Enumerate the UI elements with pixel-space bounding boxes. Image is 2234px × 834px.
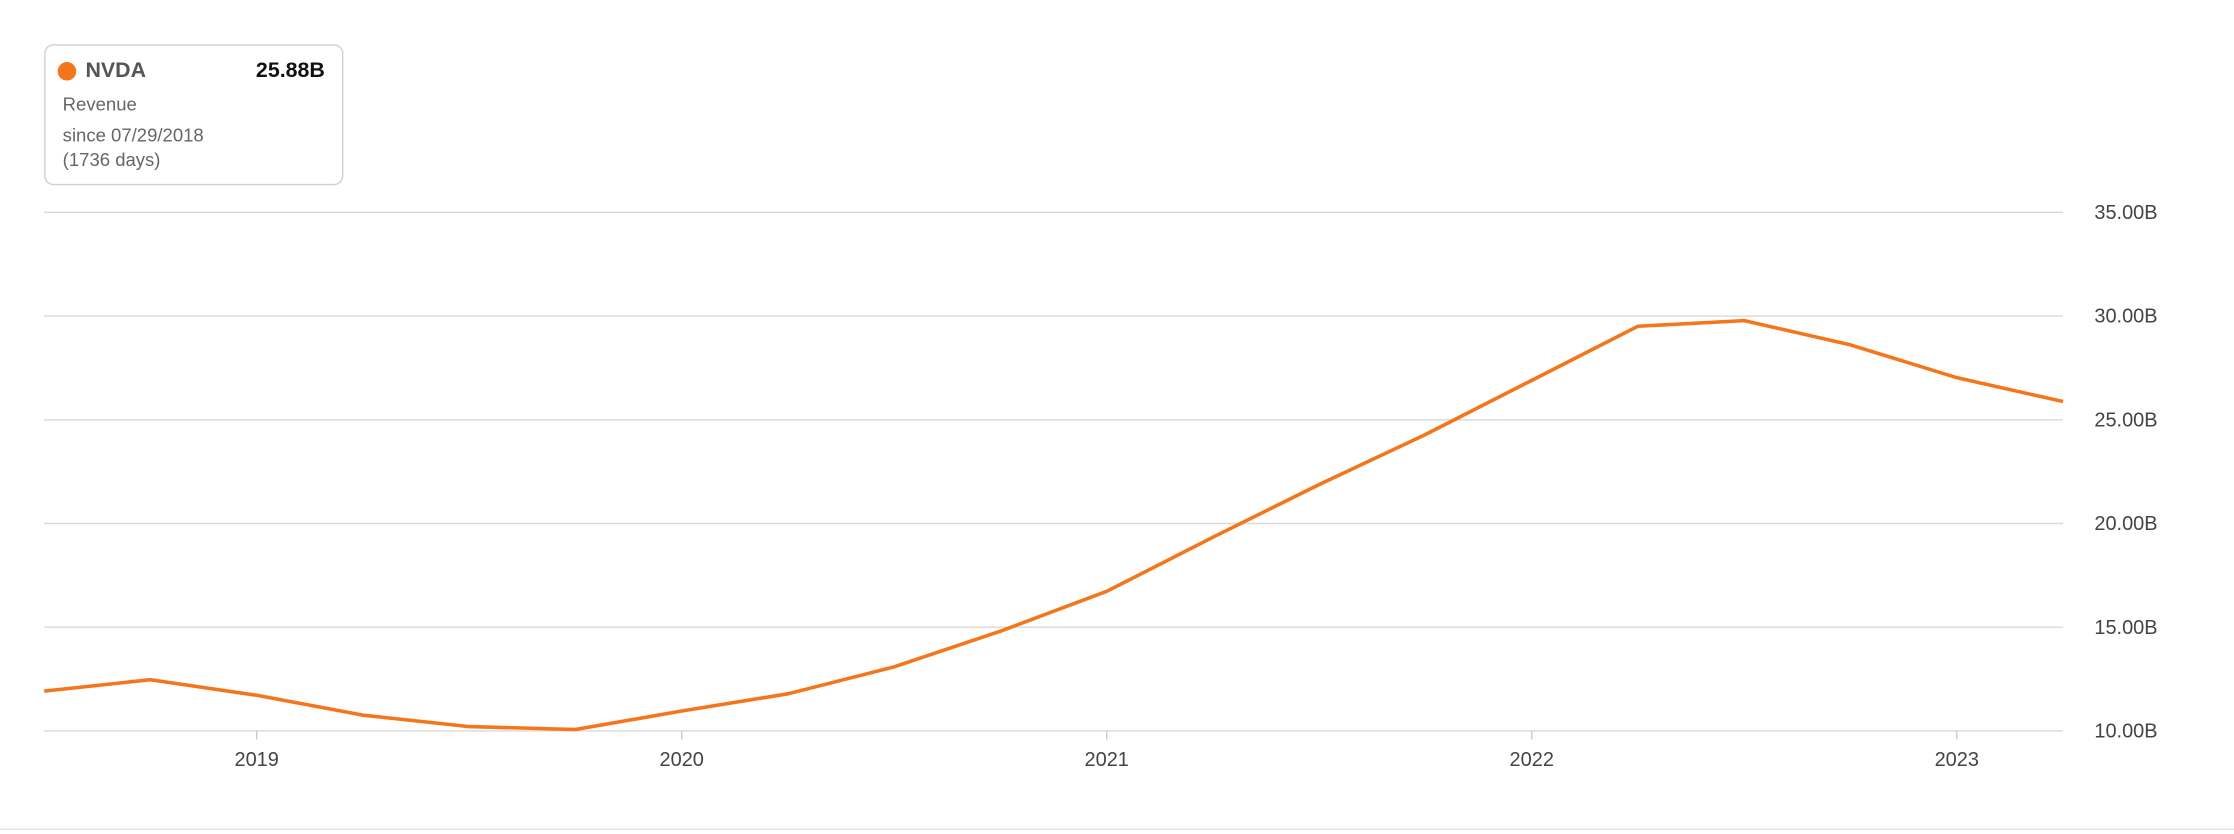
tooltip-box (44, 44, 344, 186)
tooltip-value: 25.88B (256, 58, 325, 82)
tooltip-metric: Revenue (63, 93, 137, 114)
line-series (43, 318, 2064, 732)
x-tick-label: 2021 (1085, 749, 1129, 771)
tooltip-since: since 07/29/2018 (63, 125, 204, 146)
legend-name: NVDA (85, 58, 146, 82)
x-tick-label: 2023 (1935, 749, 1979, 771)
y-tick-label: 20.00B (2094, 513, 2157, 535)
y-tick-label: 25.00B (2094, 409, 2157, 431)
legend-dot (57, 62, 77, 81)
x-tick-label: 2020 (660, 749, 704, 771)
y-tick-label: 10.00B (2094, 721, 2157, 743)
x-tick-label: 2019 (234, 749, 278, 771)
tooltip-days: (1736 days) (63, 149, 161, 170)
y-tick-label: 35.00B (2094, 202, 2157, 224)
y-tick-label: 30.00B (2094, 306, 2157, 328)
y-tick-label: 15.00B (2094, 617, 2157, 639)
x-tick-label: 2022 (1510, 749, 1554, 771)
